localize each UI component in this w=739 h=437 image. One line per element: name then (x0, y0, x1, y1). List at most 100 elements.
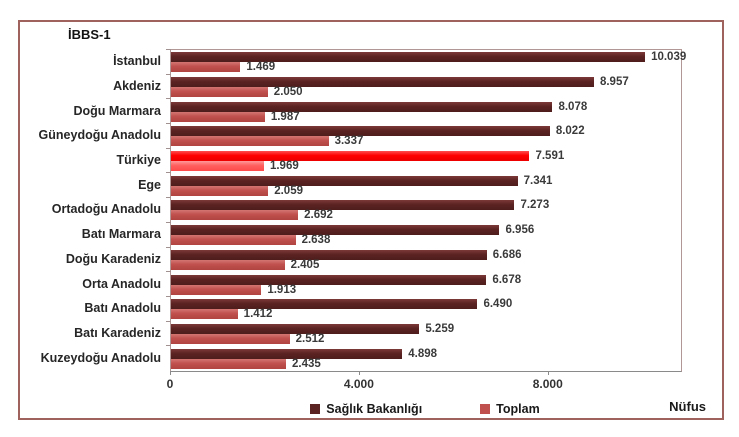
bar-line: 8.078 (171, 100, 681, 113)
bar-line: 1.913 (171, 284, 681, 295)
value-label: 1.469 (246, 61, 276, 74)
legend-swatch-icon (310, 404, 321, 414)
bar-group: 7.341 2.059 (166, 172, 681, 198)
legend-swatch-icon (480, 404, 491, 414)
value-label: 4.898 (408, 347, 438, 360)
category-label: Doğu Karadeniz (65, 251, 161, 266)
x-tick-mark (170, 371, 171, 375)
value-label: 7.273 (520, 199, 550, 212)
bar-saglik-bakanligi (171, 175, 518, 186)
value-label: 2.512 (295, 332, 325, 345)
value-label: 7.591 (535, 150, 565, 163)
bar-toplam (171, 284, 262, 295)
bar-line: 4.898 (171, 347, 681, 360)
bar-toplam (171, 309, 238, 320)
bar-saglik-bakanligi (171, 77, 594, 88)
x-axis: 0 4.000 8.000 (166, 371, 680, 393)
value-label: 1.969 (269, 160, 299, 173)
bar-group: 6.678 1.913 (166, 271, 681, 297)
bar-toplam (171, 259, 285, 270)
category-label: Ege (138, 177, 161, 192)
bar-line: 2.050 (171, 86, 681, 99)
category-label: Batı Marmara (81, 227, 161, 242)
bar-toplam (171, 358, 286, 369)
bar-line: 1.412 (171, 308, 681, 321)
bar-line: 2.435 (171, 357, 681, 370)
bar-toplam (171, 210, 299, 221)
bar-saglik-bakanligi (171, 249, 487, 260)
value-label: 3.337 (334, 135, 364, 148)
value-label: 6.686 (492, 248, 522, 261)
category-label: İstanbul (113, 54, 161, 69)
bar-line: 6.490 (171, 298, 681, 311)
value-label: 6.678 (492, 273, 522, 286)
plot-area: 10.039 1.469 8.957 2.050 8.078 1.987 8.022 3.33… (166, 49, 686, 372)
bar-line: 2.059 (171, 184, 681, 197)
bar-saglik-bakanligi (171, 101, 553, 112)
bar-group: 6.686 2.405 (166, 246, 681, 273)
value-label: 2.059 (274, 184, 303, 197)
value-label: 7.341 (523, 174, 553, 187)
bar-toplam (171, 62, 241, 73)
x-axis-title: Nüfus (669, 399, 706, 414)
bar-toplam (171, 87, 268, 98)
category-label: Kuzeydoğu Anadolu (40, 350, 161, 365)
value-label: 6.956 (505, 224, 535, 237)
value-label: 2.050 (273, 86, 303, 99)
bar-saglik-bakanligi (171, 299, 478, 310)
bar-group: 7.591 1.969 (166, 147, 681, 174)
category-label: Orta Anadolu (82, 276, 161, 291)
legend-item: Sağlık Bakanlığı (310, 402, 422, 416)
category-labels: İstanbul Akdeniz Doğu Marmara Güneydoğu Ana… (20, 49, 168, 370)
bar-line: 1.987 (171, 110, 681, 123)
bar-group: 8.022 3.337 (166, 123, 681, 149)
value-label: 2.435 (291, 357, 321, 370)
x-tick-label: 4.000 (343, 377, 374, 391)
bar-group: 8.078 1.987 (166, 98, 681, 124)
bar-line: 2.512 (171, 332, 681, 345)
bar-saglik-bakanligi (171, 348, 403, 359)
value-label: 1.412 (243, 308, 273, 321)
x-tick-label: 8.000 (532, 377, 563, 391)
bar-line: 7.591 (171, 150, 681, 163)
bar-line: 8.022 (171, 126, 681, 137)
x-tick-mark (547, 371, 549, 375)
x-tick-label: 0 (166, 377, 174, 391)
bar-line: 5.259 (171, 322, 681, 335)
bar-toplam (171, 111, 265, 122)
bar-group: 4.898 2.435 (166, 345, 681, 371)
value-label: 6.490 (483, 298, 513, 311)
category-label: Güneydoğu Anadolu (38, 128, 161, 143)
bar-line: 1.969 (171, 160, 681, 173)
legend-label: Toplam (496, 402, 540, 416)
bar-line: 6.686 (171, 248, 681, 261)
bar-toplam (171, 136, 329, 147)
bar-line: 7.341 (171, 174, 681, 187)
bar-group: 10.039 1.469 (166, 49, 686, 75)
bar-line: 2.405 (171, 259, 681, 271)
value-label: 1.987 (270, 110, 300, 123)
value-label: 8.957 (599, 76, 629, 89)
value-label: 5.259 (425, 322, 455, 335)
bar-group: 7.273 2.692 (166, 197, 681, 223)
bar-line: 7.273 (171, 199, 681, 212)
bar-group: 6.490 1.412 (166, 295, 681, 322)
chart-frame: İBBS-1 İstanbul Akdeniz Doğu Marmara Güneyd… (18, 20, 724, 420)
bar-toplam (171, 185, 269, 196)
bar-toplam (171, 333, 290, 344)
bar-line: 2.638 (171, 234, 681, 247)
bar-saglik-bakanligi (171, 274, 487, 285)
x-tick-mark (358, 371, 360, 375)
category-label: Ortadoğu Anadolu (51, 202, 161, 217)
category-label: Akdeniz (113, 79, 161, 94)
bar-saglik-bakanligi (171, 52, 646, 63)
bar-line: 2.692 (171, 210, 681, 221)
value-label: 8.078 (558, 100, 588, 113)
legend-item: Toplam (480, 402, 540, 416)
bar-saglik-bakanligi (171, 323, 420, 334)
value-label: 2.638 (301, 234, 331, 247)
category-label: Batı Anadolu (84, 301, 161, 316)
bar-line: 8.957 (171, 76, 681, 89)
chart-title: İBBS-1 (68, 27, 111, 42)
bar-line: 1.469 (171, 61, 681, 74)
